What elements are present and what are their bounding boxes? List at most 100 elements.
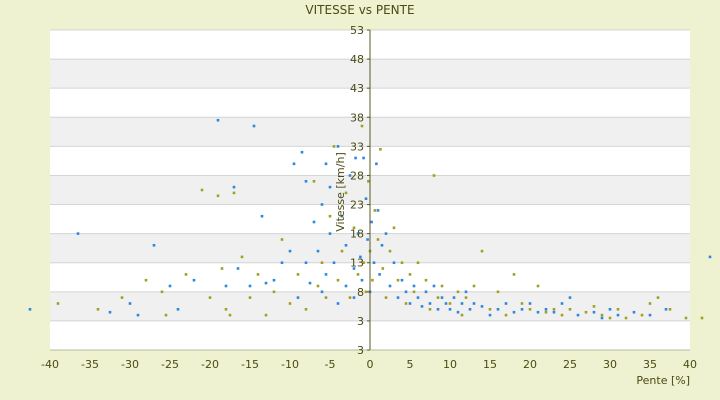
- x-tick-label: 15: [483, 358, 497, 371]
- x-tick-label: -20: [201, 358, 219, 371]
- y-tick-label: 18: [350, 228, 364, 241]
- data-point: [412, 284, 416, 288]
- data-point: [624, 316, 628, 320]
- data-point: [264, 281, 268, 285]
- data-point: [378, 273, 381, 276]
- data-point: [376, 209, 380, 212]
- data-point: [404, 302, 408, 305]
- data-point: [232, 191, 236, 195]
- data-point: [632, 310, 636, 314]
- x-tick-label: 35: [643, 358, 657, 371]
- data-point: [488, 313, 492, 317]
- data-point: [280, 261, 284, 264]
- data-point: [76, 232, 80, 235]
- data-point: [664, 308, 668, 311]
- data-point: [164, 313, 168, 317]
- data-point: [344, 191, 348, 195]
- data-point: [252, 124, 256, 128]
- data-point: [220, 267, 224, 270]
- data-point: [168, 284, 172, 288]
- data-point: [440, 296, 444, 299]
- data-point: [320, 290, 324, 294]
- data-point: [592, 310, 596, 314]
- data-point: [216, 194, 220, 198]
- data-point: [408, 302, 412, 305]
- data-point: [381, 267, 385, 270]
- y-tick-label: 48: [350, 53, 364, 66]
- x-tick-label: 0: [367, 358, 374, 371]
- data-point: [332, 261, 336, 264]
- data-point: [324, 162, 328, 166]
- data-point: [400, 261, 404, 264]
- y-tick-label: 13: [350, 257, 364, 270]
- data-point: [224, 284, 228, 288]
- data-point: [436, 296, 440, 299]
- data-point: [504, 302, 508, 305]
- data-point: [528, 308, 532, 311]
- data-point: [480, 249, 484, 253]
- data-point: [304, 261, 308, 264]
- data-point: [512, 273, 516, 276]
- data-point: [304, 180, 308, 183]
- data-point: [376, 238, 380, 241]
- data-point: [120, 296, 124, 299]
- data-point: [300, 150, 304, 154]
- data-point: [388, 284, 392, 288]
- data-point: [328, 185, 332, 189]
- data-point: [528, 302, 532, 305]
- data-point: [372, 261, 376, 264]
- data-point: [354, 156, 357, 160]
- data-point: [344, 244, 348, 247]
- data-point: [536, 310, 540, 314]
- data-point: [136, 313, 140, 317]
- data-point: [560, 302, 564, 305]
- data-point: [468, 308, 472, 311]
- x-tick-label: 40: [683, 358, 697, 371]
- data-point: [616, 308, 620, 311]
- data-point: [292, 162, 296, 166]
- data-point: [592, 305, 596, 308]
- data-point: [288, 249, 292, 253]
- x-tick-label: 5: [407, 358, 414, 371]
- data-point: [424, 290, 428, 294]
- data-point: [384, 296, 388, 299]
- data-point: [584, 310, 588, 314]
- y-tick-label: 33: [350, 140, 364, 153]
- data-point: [648, 313, 652, 317]
- data-point: [216, 118, 220, 122]
- data-point: [362, 156, 365, 160]
- data-point: [684, 316, 688, 320]
- data-point: [28, 308, 32, 311]
- data-point: [488, 308, 492, 311]
- data-point: [56, 302, 60, 305]
- data-point: [428, 302, 432, 305]
- data-point: [373, 209, 377, 212]
- data-point: [380, 244, 384, 247]
- data-point: [448, 302, 452, 305]
- data-point: [272, 290, 276, 294]
- data-point: [560, 313, 564, 317]
- x-tick-label: -10: [281, 358, 299, 371]
- data-point: [328, 232, 332, 235]
- y-tick-label: 38: [350, 111, 364, 124]
- data-point: [340, 249, 344, 253]
- data-point: [364, 290, 368, 294]
- data-point: [359, 255, 362, 259]
- data-point: [648, 302, 652, 305]
- data-point: [576, 313, 580, 317]
- data-point: [668, 308, 672, 311]
- data-point: [392, 261, 396, 264]
- data-point: [384, 232, 388, 235]
- data-point: [536, 284, 540, 288]
- data-point: [316, 284, 320, 288]
- data-point: [272, 278, 276, 282]
- data-point: [600, 313, 604, 317]
- data-point: [248, 296, 252, 299]
- data-points: [28, 118, 712, 320]
- data-point: [472, 302, 476, 305]
- y-tick-label: 28: [350, 169, 364, 182]
- data-point: [96, 308, 100, 311]
- data-point: [552, 310, 556, 314]
- data-point: [356, 232, 360, 235]
